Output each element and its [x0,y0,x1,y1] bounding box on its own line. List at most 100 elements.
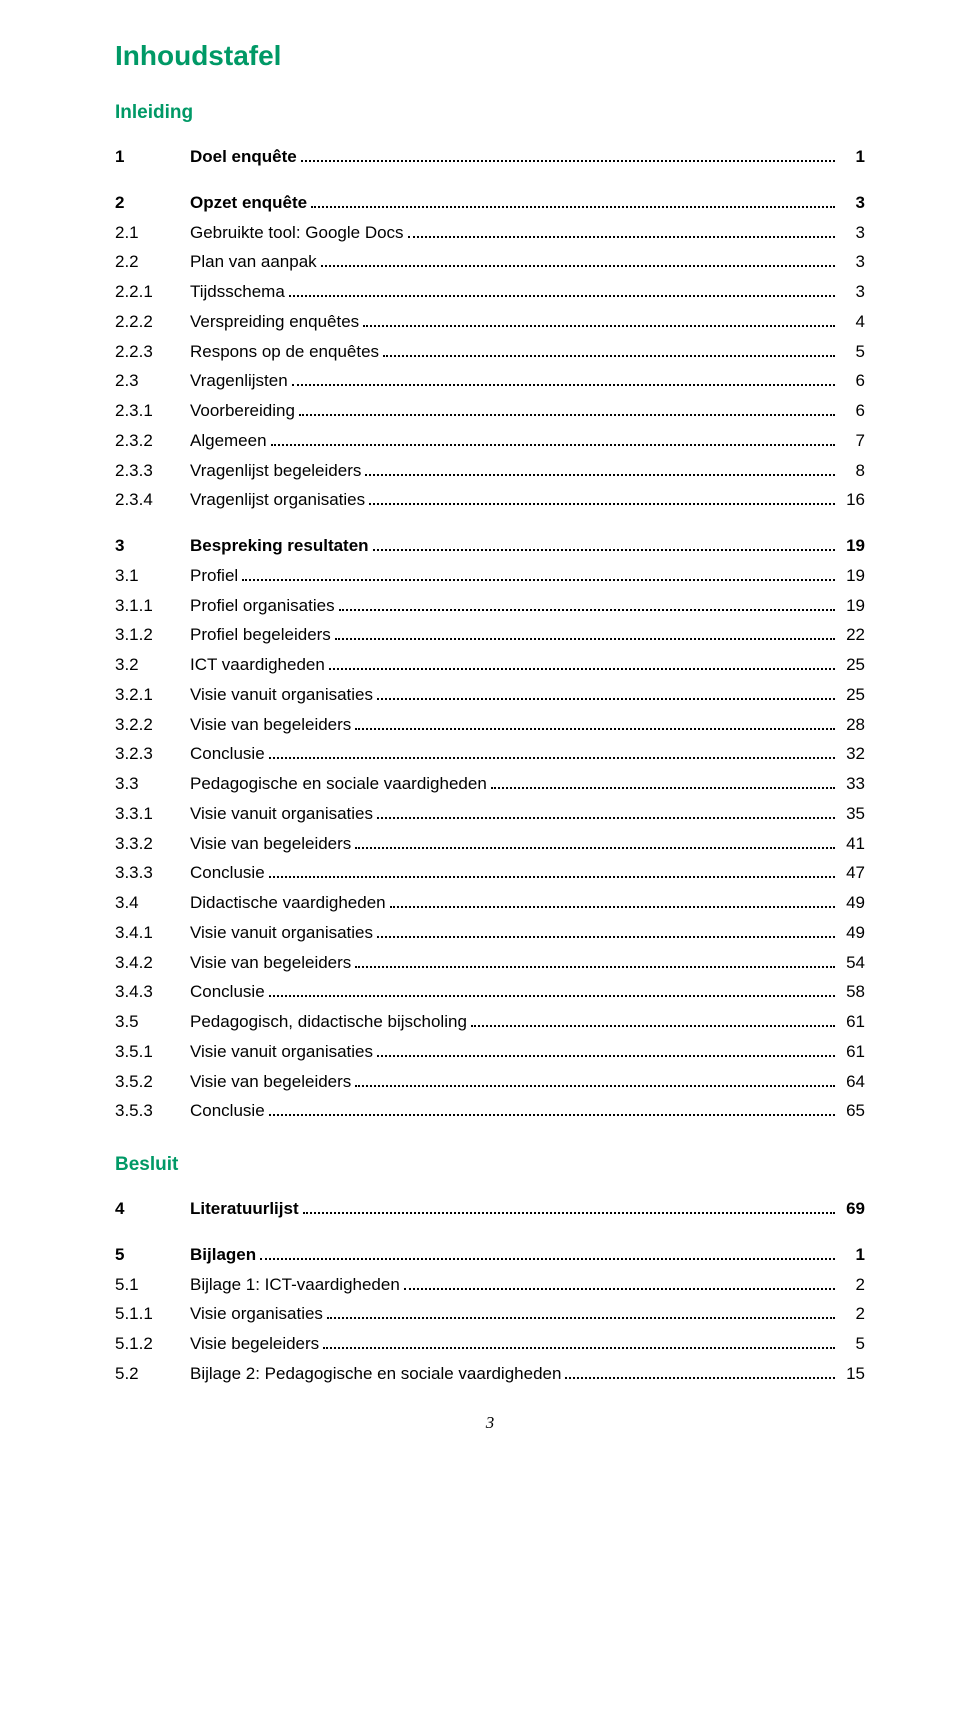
toc-entry-label: Pedagogische en sociale vaardigheden [190,769,487,799]
toc-entry: 3.5.3Conclusie65 [115,1096,865,1126]
toc-entry: 3.2.1Visie vanuit organisaties25 [115,680,865,710]
toc-entry-label: Conclusie [190,1096,265,1126]
toc-entry-label: Bespreking resultaten [190,531,369,561]
toc-entry-page: 61 [839,1037,865,1067]
toc-entry-number: 3.1.2 [115,620,190,650]
toc-entry-number: 2.3.1 [115,396,190,426]
toc-entry-page: 69 [839,1194,865,1224]
toc-entry-number: 3.2.2 [115,710,190,740]
toc-entry-page: 28 [839,710,865,740]
toc-entry: 3.3.1Visie vanuit organisaties35 [115,799,865,829]
toc-entry-page: 58 [839,977,865,1007]
toc-entry-label: Plan van aanpak [190,247,317,277]
toc-entry-page: 1 [839,142,865,172]
page-number: 3 [115,1413,865,1433]
toc-entry-page: 25 [839,650,865,680]
toc-entry-number: 3.5 [115,1007,190,1037]
toc-entry-number: 2.2 [115,247,190,277]
toc-spacer [115,1224,865,1240]
toc-entry-label: Vragenlijsten [190,366,288,396]
toc-leader-dots [269,876,835,878]
toc-entry-page: 25 [839,680,865,710]
toc-entry-number: 3.1.1 [115,591,190,621]
toc-entry: 1Doel enquête1 [115,142,865,172]
toc-entry: 2.2.1Tijdsschema3 [115,277,865,307]
toc-entry-number: 3.2.3 [115,739,190,769]
toc-entry-page: 19 [839,561,865,591]
toc-entry-label: Visie van begeleiders [190,948,351,978]
toc-entry-page: 2 [839,1270,865,1300]
toc-entry-page: 1 [839,1240,865,1270]
toc-entry-label: Verspreiding enquêtes [190,307,359,337]
toc-leader-dots [355,728,835,730]
toc-entry-page: 49 [839,918,865,948]
toc-leader-dots [242,579,835,581]
toc-entry-label: Vragenlijst organisaties [190,485,365,515]
toc-leader-dots [260,1258,835,1260]
toc-leader-dots [303,1212,835,1214]
toc-leader-dots [471,1025,835,1027]
toc-entry: 2.2Plan van aanpak3 [115,247,865,277]
toc-entry: 3.5.1Visie vanuit organisaties 61 [115,1037,865,1067]
toc-entry: 2.1Gebruikte tool: Google Docs3 [115,218,865,248]
toc-leader-dots [363,325,835,327]
toc-leader-dots [289,295,835,297]
toc-entry: 3.1.2Profiel begeleiders 22 [115,620,865,650]
toc-entry-number: 3.2 [115,650,190,680]
toc-entry-number: 5.1.1 [115,1299,190,1329]
toc-entry-number: 3.4.3 [115,977,190,1007]
toc-leader-dots [365,474,835,476]
toc-entry: 3.4Didactische vaardigheden49 [115,888,865,918]
toc-entry-number: 3.2.1 [115,680,190,710]
toc-leader-dots [311,206,835,208]
toc-entry: 3.2.3Conclusie 32 [115,739,865,769]
toc-leader-dots [491,787,835,789]
toc-leader-dots [269,995,835,997]
toc-entry-label: Conclusie [190,739,265,769]
toc-entry: 3.3.3Conclusie47 [115,858,865,888]
toc-entry-number: 3.3.1 [115,799,190,829]
toc-leader-dots [355,1085,835,1087]
toc-entry-label: Gebruikte tool: Google Docs [190,218,404,248]
toc-entry-label: Profiel begeleiders [190,620,331,650]
toc-entry-number: 2.3.3 [115,456,190,486]
toc-entry-number: 2.2.3 [115,337,190,367]
toc-entry-number: 3.3.2 [115,829,190,859]
toc-entry-page: 22 [839,620,865,650]
toc-entry-label: Voorbereiding [190,396,295,426]
toc-leader-dots [377,1055,835,1057]
toc-entry-label: Bijlage 1: ICT-vaardigheden [190,1270,400,1300]
toc-entry: 2.3.4Vragenlijst organisaties16 [115,485,865,515]
toc-entry-page: 6 [839,366,865,396]
toc-entry-page: 15 [839,1359,865,1389]
toc-entry: 2.2.2Verspreiding enquêtes4 [115,307,865,337]
toc-entry-label: Visie van begeleiders [190,710,351,740]
toc-entry-label: Profiel [190,561,238,591]
toc-entry-number: 2.3 [115,366,190,396]
toc-entry-number: 3.5.3 [115,1096,190,1126]
toc-leader-dots [292,384,835,386]
toc-entry-page: 64 [839,1067,865,1097]
toc-leader-dots [299,414,835,416]
toc-entry: 2.2.3Respons op de enquêtes5 [115,337,865,367]
toc-entry-number: 2.3.2 [115,426,190,456]
toc-entry-label: Bijlagen [190,1240,256,1270]
toc-list-appendix: 4Literatuurlijst695Bijlagen15.1Bijlage 1… [115,1194,865,1389]
section-heading-besluit: Besluit [115,1154,865,1176]
section-heading-inleiding: Inleiding [115,102,865,124]
toc-leader-dots [408,236,835,238]
toc-leader-dots [301,160,835,162]
toc-entry: 3.4.2Visie van begeleiders54 [115,948,865,978]
toc-entry-page: 32 [839,739,865,769]
toc-entry-page: 41 [839,829,865,859]
toc-list-main: 1Doel enquête12Opzet enquête32.1Gebruikt… [115,142,865,1126]
toc-leader-dots [355,847,835,849]
toc-entry-page: 5 [839,337,865,367]
toc-entry-number: 3.5.1 [115,1037,190,1067]
toc-leader-dots [335,638,835,640]
toc-leader-dots [390,906,835,908]
toc-entry: 5.1.1Visie organisaties2 [115,1299,865,1329]
toc-entry-label: Visie vanuit organisaties [190,1037,373,1067]
toc-entry-number: 3.3 [115,769,190,799]
toc-entry: 2.3Vragenlijsten 6 [115,366,865,396]
